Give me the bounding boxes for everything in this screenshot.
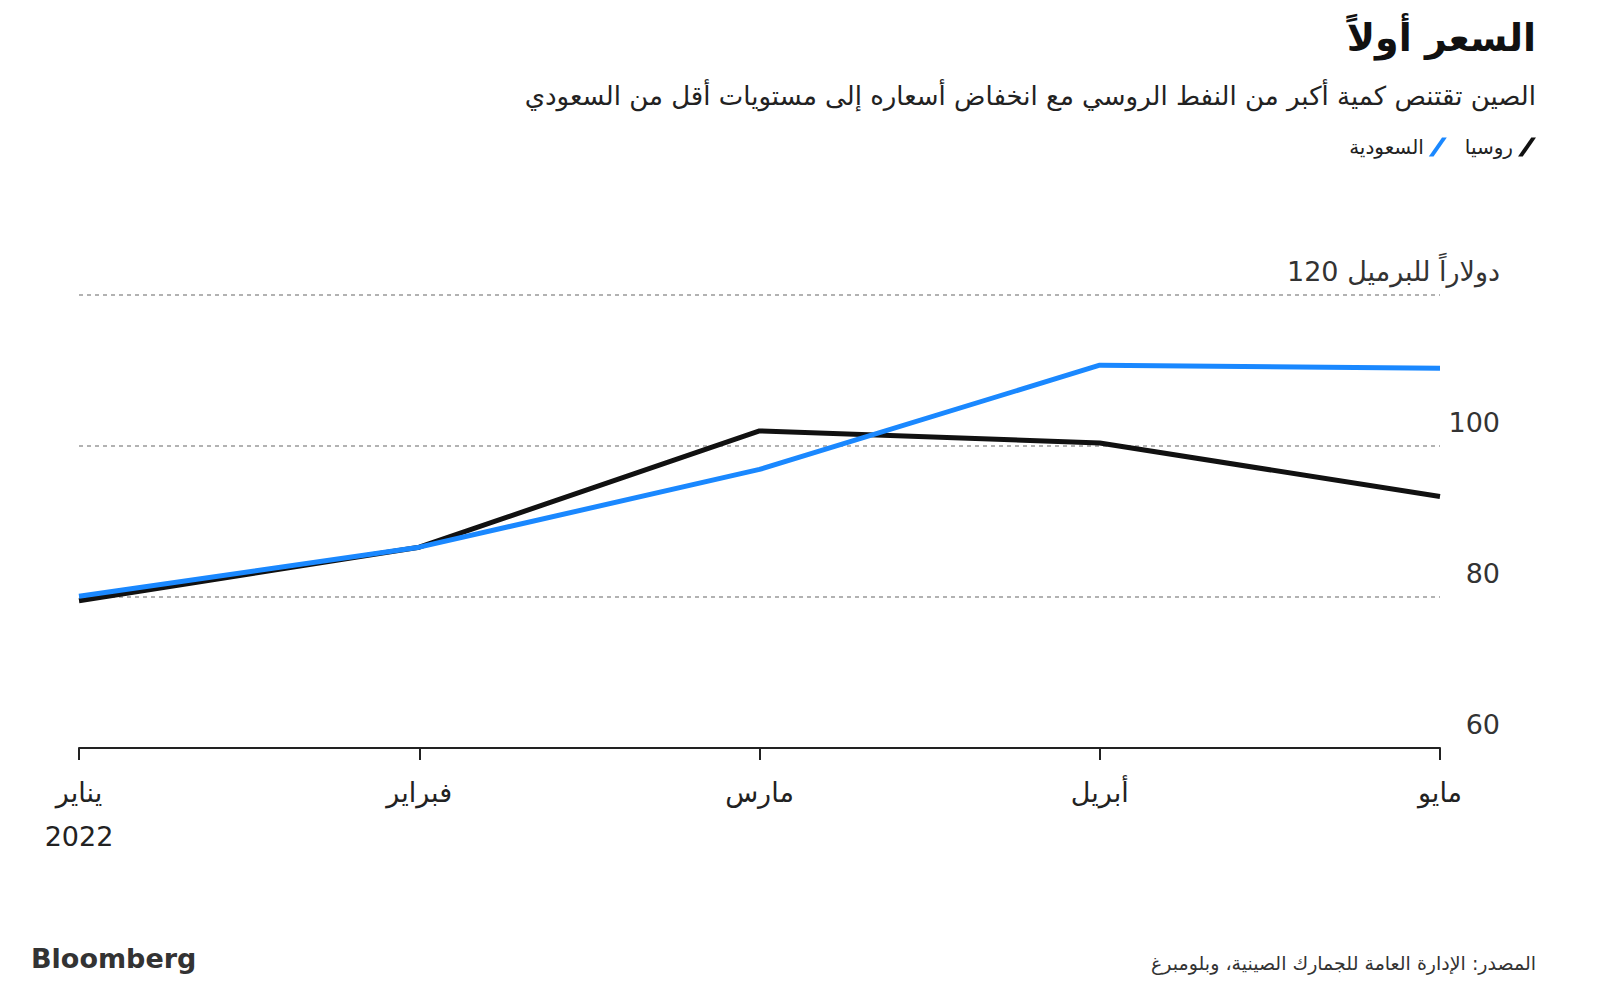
svg-text:الصين تقتنص كمية أكبر من النفط: الصين تقتنص كمية أكبر من النفط الروسي مع…: [525, 78, 1536, 112]
svg-text:100: 100: [1448, 407, 1500, 438]
svg-text:المصدر: الإدارة العامة للجمارك: المصدر: الإدارة العامة للجمارك الصينية، …: [1151, 952, 1536, 975]
svg-text:مارس: مارس: [725, 777, 794, 809]
svg-text:80: 80: [1466, 558, 1500, 589]
svg-text:روسيا: روسيا: [1465, 135, 1513, 159]
svg-text:السعر أولاً: السعر أولاً: [1346, 13, 1536, 61]
svg-text:120 دولاراً للبرميل: 120 دولاراً للبرميل: [1287, 252, 1500, 288]
svg-text:أبريل: أبريل: [1071, 774, 1129, 809]
svg-text:فبراير: فبراير: [384, 777, 452, 809]
svg-text:السعودية: السعودية: [1349, 135, 1424, 159]
svg-text:مايو: مايو: [1416, 777, 1462, 809]
svg-text:60: 60: [1466, 709, 1500, 740]
svg-text:2022: 2022: [45, 821, 114, 852]
svg-text:Bloomberg: Bloomberg: [31, 943, 196, 974]
svg-text:يناير: يناير: [54, 777, 102, 809]
